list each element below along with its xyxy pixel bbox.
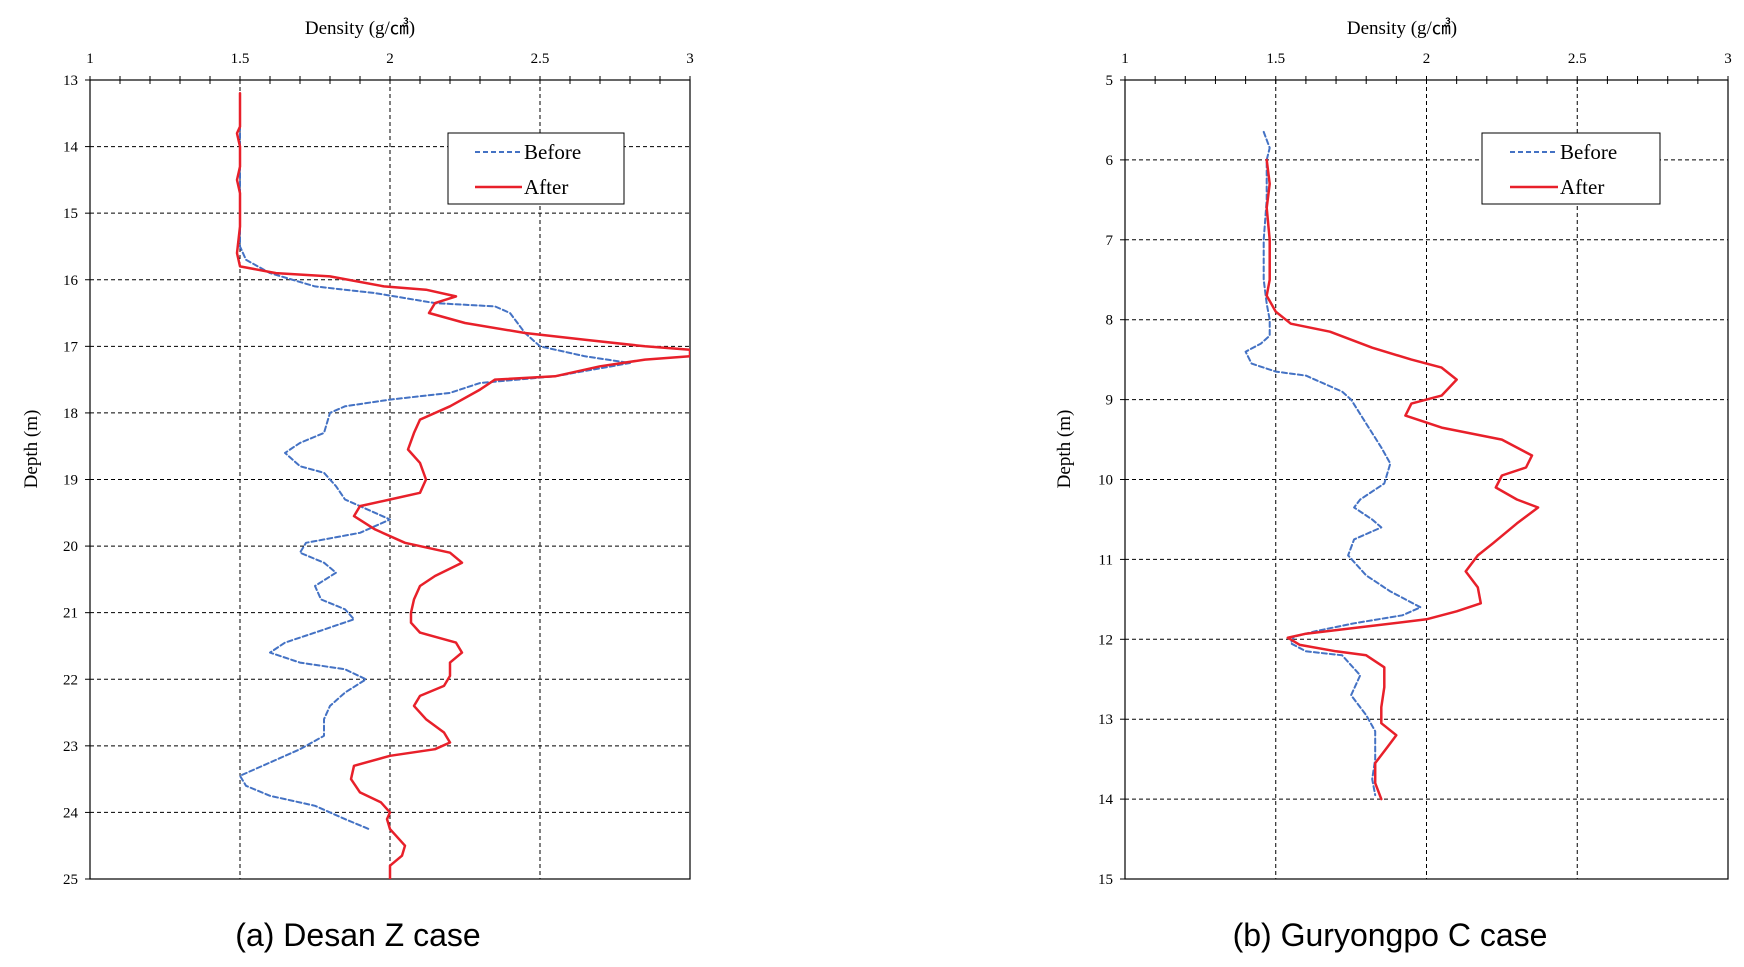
legend-box	[447, 132, 625, 205]
tick-label-x: 3	[686, 51, 694, 67]
tick-label-y: 21	[63, 606, 78, 622]
tick-label-y: 23	[63, 739, 78, 755]
tick-label-y: 8	[1106, 313, 1114, 329]
legend: Before After	[447, 132, 625, 205]
chart-panel-desan: 1 1.5 2 2.5 3 13 14 15 16 17 18 19 20 21 22 23 24 25 Dens…	[21, 17, 694, 953]
legend-label-after: After	[524, 175, 568, 199]
chart-panel-guryongpo: 1 1.5 2 2.5 3 5 6 7 8 9 10 11 12 13 14 15 Density (g/㎤)…	[1054, 17, 1732, 953]
legend-label-before: Before	[524, 140, 581, 164]
caption: (a) Desan Z case	[235, 917, 480, 953]
legend-box	[1481, 132, 1661, 205]
series-line-before	[239, 92, 631, 831]
gridlines: 1 1.5 2 2.5 3 5 6 7 8 9 10 11 12 13 14 15	[1098, 51, 1732, 888]
tick-label-y: 15	[1098, 872, 1113, 888]
tick-label-y: 14	[1098, 792, 1114, 808]
axis-title-y: Depth (m)	[21, 410, 42, 489]
tick-label-y: 22	[63, 672, 78, 688]
tick-label-y: 25	[63, 872, 78, 888]
axis-title-y: Depth (m)	[1054, 410, 1075, 489]
tick-label-y: 5	[1106, 73, 1114, 89]
tick-label-y: 13	[63, 73, 78, 89]
tick-label-y: 18	[63, 406, 78, 422]
legend: Before After	[1481, 132, 1661, 205]
tick-label-x: 1.5	[231, 51, 250, 67]
series-line-after	[1265, 158, 1540, 801]
tick-label-x: 1	[86, 51, 94, 67]
tick-label-y: 20	[63, 539, 78, 555]
legend-label-after: After	[1560, 175, 1604, 199]
tick-label-x: 2	[1423, 51, 1431, 67]
tick-label-y: 12	[1098, 632, 1113, 648]
tick-label-x: 2	[386, 51, 394, 67]
axis-title-x: Density (g/㎤)	[305, 17, 415, 39]
tick-label-y: 7	[1106, 233, 1114, 249]
tick-label-y: 16	[63, 273, 79, 289]
tick-label-x: 2.5	[531, 51, 550, 67]
tick-label-y: 14	[63, 140, 79, 156]
series-line-after	[235, 92, 690, 879]
tick-label-y: 17	[63, 339, 79, 355]
tick-label-x: 3	[1724, 51, 1732, 67]
legend-label-before: Before	[1560, 140, 1617, 164]
tick-label-y: 11	[1099, 552, 1113, 568]
tick-label-y: 6	[1106, 153, 1114, 169]
tick-label-y: 24	[63, 805, 79, 821]
caption: (b) Guryongpo C case	[1233, 917, 1548, 953]
tick-label-x: 2.5	[1568, 51, 1587, 67]
tick-label-x: 1.5	[1266, 51, 1285, 67]
tick-label-y: 10	[1098, 473, 1113, 489]
axis-title-x: Density (g/㎤)	[1347, 17, 1457, 39]
tick-label-y: 13	[1098, 712, 1113, 728]
tick-label-x: 1	[1121, 51, 1129, 67]
series-line-before	[1244, 130, 1422, 797]
tick-label-y: 9	[1106, 393, 1114, 409]
tick-label-y: 15	[63, 206, 78, 222]
tick-label-y: 19	[63, 473, 78, 489]
